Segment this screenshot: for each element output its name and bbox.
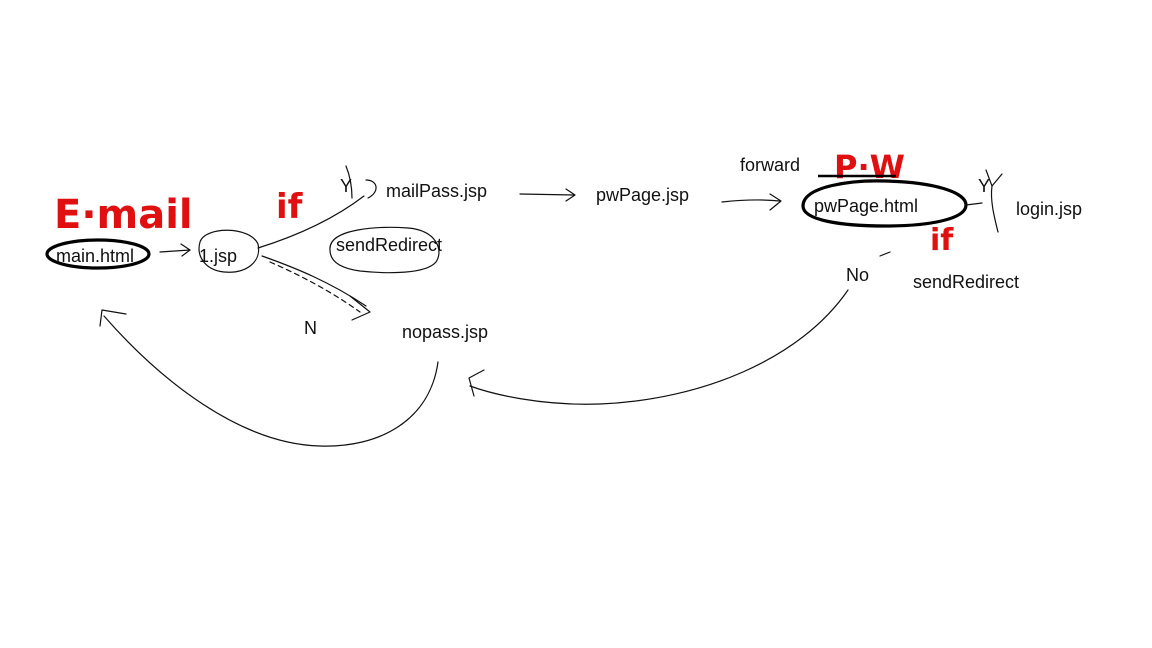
send-redirect-circle (329, 226, 440, 274)
arrow-pwpage-to-pwpage-html (721, 193, 782, 211)
arrow-pwpage-html-to-nopass (468, 251, 891, 405)
one-jsp-circle (198, 229, 260, 273)
if-annotation-1: if (276, 187, 304, 227)
node-main-html: main.html (56, 246, 134, 266)
forward-label: forward (740, 155, 800, 175)
main-html-circle (45, 238, 151, 270)
node-1-jsp: 1.jsp (199, 246, 237, 266)
yes-mark-1: Y (340, 176, 352, 196)
if-annotation-2: if (930, 223, 954, 258)
node-pwpage-jsp: pwPage.jsp (596, 185, 689, 205)
arrow-1jsp-to-nopass (261, 255, 371, 321)
node-pwpage-html: pwPage.html (814, 196, 918, 216)
no-mark-1: N (304, 318, 317, 338)
arrow-pwpage-html-to-login (965, 169, 1003, 233)
yes-mark-2: Y (978, 176, 990, 196)
send-redirect-label-1: sendRedirect (336, 235, 442, 255)
arrow-1jsp-to-mailpass (257, 165, 377, 249)
arrow-nopass-to-main (99, 309, 439, 447)
arrow-mailpass-to-pwpage (519, 188, 576, 202)
node-nopass-jsp: nopass.jsp (402, 322, 488, 342)
no-mark-2: No (846, 265, 869, 285)
node-login-jsp: login.jsp (1016, 199, 1082, 219)
send-redirect-label-2: sendRedirect (913, 272, 1019, 292)
email-annotation: E·mail (54, 192, 193, 238)
node-mailpass-jsp: mailPass.jsp (386, 181, 487, 201)
arrow-main-to-1jsp (159, 243, 191, 257)
